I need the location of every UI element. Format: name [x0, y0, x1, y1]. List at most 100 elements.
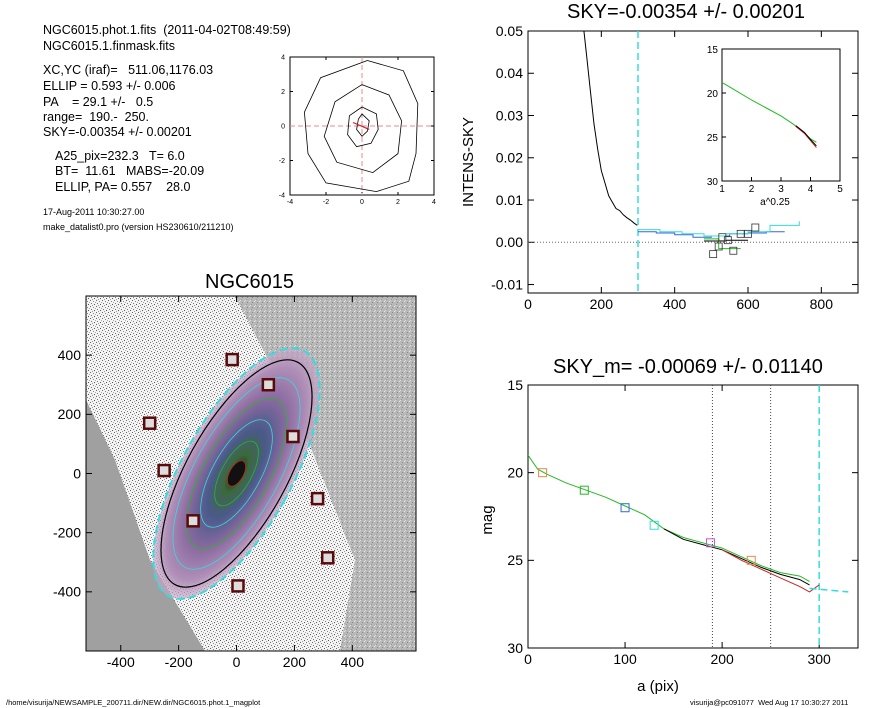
sky-marker [723, 236, 732, 245]
mask-box [157, 463, 171, 478]
mag-marker [705, 538, 715, 548]
sky-marker [718, 233, 727, 242]
inset-y-tick-label: 30 [707, 177, 719, 188]
sky-marker [744, 229, 752, 238]
y-tick-label: -0.01 [491, 276, 523, 292]
x-tick-label: 0 [524, 296, 532, 312]
y-tick-label: 200 [58, 406, 82, 422]
x-tick-label: 0 [233, 654, 241, 670]
y-tick-label: 30 [507, 640, 523, 656]
mag-marker [649, 520, 659, 530]
mask-box [231, 579, 245, 593]
x-tick-label: 100 [613, 651, 637, 667]
a25-line: A25_pix=232.3 T= 6.0 [55, 149, 185, 163]
x-tick-label: 2 [396, 199, 400, 206]
mag-marker [620, 503, 630, 513]
y-tick-label: 0 [73, 465, 81, 481]
x-axis-label: a (pix) [637, 678, 679, 695]
y-tick-label: 4 [281, 54, 285, 61]
y-tick-label: 0 [281, 123, 285, 130]
x-tick-label: -4 [287, 199, 293, 206]
x-tick-label: 0 [524, 651, 532, 667]
x-tick-label: 300 [807, 651, 831, 667]
footer-user: visurija@pc091077 Wed Aug 17 10:30:27 20… [690, 698, 849, 707]
y-tick-label: 2 [281, 89, 285, 96]
inset-x-label: a^0.25 [760, 197, 790, 208]
x-tick-label: -200 [165, 654, 193, 670]
sky-marker [729, 246, 738, 255]
sky-profile-plot: 0 200 400 600 800 -0.01 0.00 0.01 0.02 0.03 0.04 0.… [460, 23, 859, 312]
x-tick-label: 400 [663, 296, 687, 312]
sky-marker [751, 223, 760, 232]
x-tick-label: 200 [590, 296, 614, 312]
pa-segment [352, 121, 370, 130]
image-area [86, 296, 416, 651]
y-tick-label: 15 [507, 377, 523, 393]
inset-y-tick-label: 15 [707, 45, 719, 56]
y-tick-label: -400 [53, 584, 81, 600]
sky-marker [709, 250, 718, 259]
inset-series-2 [795, 125, 817, 147]
inset-y-tick-label: 20 [707, 89, 719, 100]
inset-frame [721, 48, 841, 182]
x-tick-label: 200 [710, 651, 734, 667]
y-tick-label: 0.02 [496, 150, 523, 166]
x-tick-label: -2 [323, 199, 329, 206]
pa-line: PA = 29.1 +/- 0.5 [43, 95, 154, 109]
galaxy-image-plot: -400 -200 0 200 400 -400 -200 0 200 400 [53, 295, 417, 670]
inset-x-tick-label: 2 [749, 184, 755, 195]
y-tick-label: 25 [507, 552, 523, 568]
sky-marker [714, 242, 723, 251]
ellip-pa-line: ELLIP, PA= 0.557 28.0 [55, 180, 191, 194]
mag-series-0 [528, 454, 810, 582]
xc-yc-line: XC,YC (iraf)= 511.06,1176.03 [43, 63, 214, 77]
a25-isophote [160, 359, 313, 588]
mag-series-1 [663, 528, 810, 586]
y-axis-label: mag [479, 505, 496, 534]
mask-box [186, 514, 200, 528]
sky-line: SKY=-0.00354 +/- 0.00201 [43, 125, 192, 139]
outer-isophote-cyan [152, 347, 321, 600]
date-line: 17-Aug-2011 10:30:27.00 [43, 207, 145, 217]
isophote [200, 419, 273, 528]
range-line: range= 190.- 250. [43, 110, 149, 124]
inset-x-tick-label: 1 [719, 184, 725, 195]
sky-series-0 [583, 31, 638, 226]
program-line: make_datalist0.pro (version HS230610/211… [43, 222, 234, 232]
mag-marker [746, 555, 756, 565]
isophote [172, 377, 301, 570]
galaxy-nucleus [226, 460, 247, 487]
x-tick-label: 200 [283, 654, 307, 670]
mask-line: NGC6015.1.finmask.fits [43, 39, 175, 53]
isophote [214, 440, 259, 507]
magnitude-profile-plot: 0 100 200 300 15 20 25 30 a (pix) mag [479, 377, 859, 695]
cyan-tail [809, 587, 849, 593]
mag-series-2 [721, 549, 820, 593]
axes-frame [527, 384, 859, 649]
x-tick-label: -400 [107, 654, 135, 670]
sky-series-1 [638, 231, 785, 238]
mask-box [286, 429, 300, 444]
contour-1 [347, 106, 379, 148]
sky-plot-title: SKY=-0.00354 +/- 0.00201 [567, 1, 805, 23]
image-plot-title: NGC6015 [205, 271, 294, 293]
x-tick-label: 4 [432, 199, 436, 206]
y-tick-label: 400 [58, 347, 82, 363]
contour-2 [323, 84, 403, 174]
x-tick-label: 400 [341, 654, 365, 670]
y-tick-label: 20 [507, 465, 523, 481]
mask-box [310, 491, 325, 506]
y-tick-label: 0.04 [496, 65, 523, 81]
y-tick-label: 0.05 [496, 23, 523, 39]
mag-marker [579, 485, 589, 495]
mask-box [261, 378, 276, 392]
mask-box [142, 416, 157, 430]
centroid-plot: -4 -2 0 2 4 -4 -2 0 2 4 [279, 54, 436, 206]
y-axis-label: INTENS-SKY [460, 117, 477, 207]
ellip-line: ELLIP = 0.593 +/- 0.006 [43, 79, 176, 93]
file-line: NGC6015.phot.1.fits (2011-04-02T08:49:59… [43, 23, 291, 37]
inset-series-1 [795, 126, 817, 148]
axes-frame [527, 30, 859, 294]
mag-marker [538, 468, 548, 478]
